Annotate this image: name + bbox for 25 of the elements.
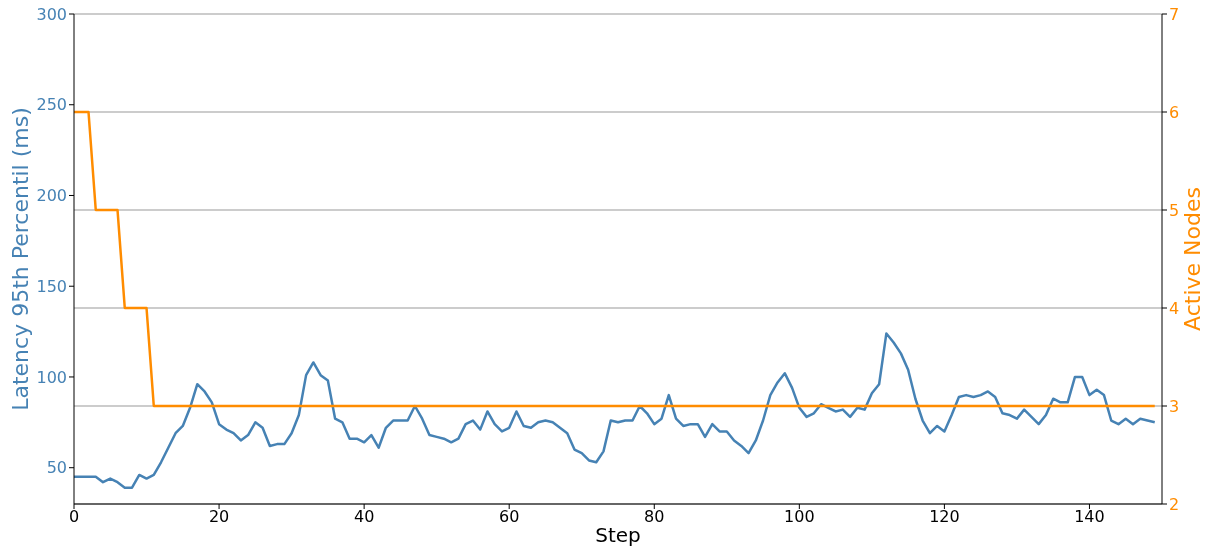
y2-tick-label: 4 <box>1169 298 1180 318</box>
y2-tick-label: 3 <box>1169 396 1180 416</box>
x-tick-label: 120 <box>929 507 960 527</box>
y2-tick-label: 5 <box>1169 200 1180 220</box>
y2-axis-title: Active Nodes <box>1179 187 1205 331</box>
x-axis-title: Step <box>595 523 641 547</box>
x-tick-label: 80 <box>644 507 665 527</box>
line-series <box>74 110 1156 408</box>
x-tick-label: 140 <box>1074 507 1105 527</box>
line-series <box>74 332 1156 489</box>
y-tick-label: 200 <box>36 186 67 206</box>
y-tick-label: 100 <box>36 367 67 387</box>
y-tick-label: 250 <box>36 95 67 115</box>
y2-tick-label: 7 <box>1169 4 1180 24</box>
y-tick-label: 150 <box>36 276 67 296</box>
y-tick-label: 50 <box>46 458 67 478</box>
y-tick-label: 300 <box>36 4 67 24</box>
y2-tick-label: 6 <box>1169 102 1180 122</box>
y-axis-title: Latency 95th Percentil (ms) <box>7 107 33 411</box>
x-tick-label: 0 <box>68 507 80 527</box>
x-tick-label: 20 <box>208 507 230 527</box>
y2-tick-label: 2 <box>1169 494 1180 514</box>
x-tick-label: 40 <box>353 507 375 527</box>
x-tick-label: 60 <box>499 507 520 527</box>
x-tick-label: 100 <box>784 507 815 527</box>
